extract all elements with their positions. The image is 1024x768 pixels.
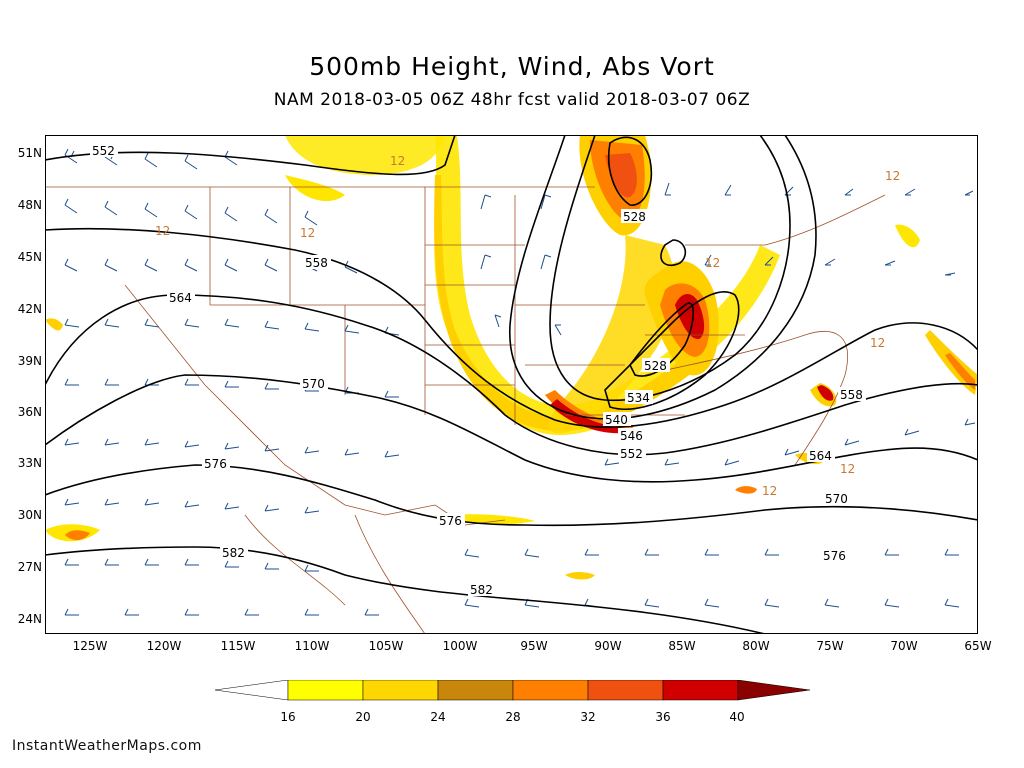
contour-label: 582 (222, 546, 245, 560)
contour-label: 576 (439, 514, 462, 528)
contour-labels: 552 558 564 570 576 576 582 528 528 534 … (90, 143, 866, 597)
colorbar-label: 32 (580, 710, 596, 724)
lat-label: 48N (17, 198, 42, 212)
lon-label: 85W (668, 639, 696, 653)
lat-label: 39N (17, 354, 42, 368)
colorbar-bin (512, 680, 589, 701)
lat-label: 36N (17, 405, 42, 419)
vort-label: 12 (300, 226, 315, 240)
contour-label: 552 (92, 144, 115, 158)
lon-label: 105W (368, 639, 404, 653)
colorbar-upper-arrow (737, 680, 810, 701)
contour-label: 552 (620, 447, 643, 461)
vorticity-colorbar (214, 680, 810, 701)
contour-label: 528 (623, 210, 646, 224)
colorbar-bin (587, 680, 664, 701)
contour-label: 564 (169, 291, 192, 305)
lon-label: 80W (742, 639, 770, 653)
colorbar-lower-arrow (214, 680, 289, 701)
contour-label: 534 (627, 391, 650, 405)
contour-label: 540 (605, 413, 628, 427)
lon-label: 120W (146, 639, 182, 653)
lat-label: 30N (17, 508, 42, 522)
contour-label: 528 (644, 359, 667, 373)
map-subtitle: NAM 2018-03-05 06Z 48hr fcst valid 2018-… (273, 90, 751, 110)
vort-label: 12 (870, 336, 885, 350)
colorbar-label: 24 (430, 710, 446, 724)
vorticity-labels: 12 12 12 12 12 12 12 12 (155, 154, 900, 498)
colorbar-label: 16 (280, 710, 296, 724)
contour-label: 582 (470, 583, 493, 597)
lon-label: 110W (294, 639, 330, 653)
lon-label: 75W (816, 639, 844, 653)
weather-map: 552 558 564 570 576 576 582 528 528 534 … (45, 135, 978, 634)
lat-label: 51N (17, 146, 42, 160)
lat-label: 27N (17, 560, 42, 574)
map-title: 500mb Height, Wind, Abs Vort (309, 52, 715, 81)
contour-label: 558 (305, 256, 328, 270)
vort-label: 12 (840, 462, 855, 476)
credit-text: InstantWeatherMaps.com (12, 738, 202, 754)
contour-label: 576 (823, 549, 846, 563)
contour-label: 576 (204, 457, 227, 471)
colorbar-bin (437, 680, 514, 701)
lat-label: 42N (17, 302, 42, 316)
colorbar-label: 20 (355, 710, 371, 724)
lon-label: 100W (442, 639, 478, 653)
vort-label: 12 (155, 224, 170, 238)
vort-label: 12 (885, 169, 900, 183)
vort-label: 12 (705, 256, 720, 270)
lon-label: 95W (520, 639, 548, 653)
lon-label: 125W (72, 639, 108, 653)
colorbar-label: 40 (729, 710, 745, 724)
lon-label: 70W (890, 639, 918, 653)
colorbar-label: 36 (655, 710, 671, 724)
contour-label: 564 (809, 449, 832, 463)
lon-label: 90W (594, 639, 622, 653)
contour-label: 570 (302, 377, 325, 391)
vort-label: 12 (762, 484, 777, 498)
contour-label: 546 (620, 429, 643, 443)
lon-label: 115W (220, 639, 256, 653)
lat-label: 33N (17, 456, 42, 470)
vort-label: 12 (390, 154, 405, 168)
wind-barbs (64, 148, 976, 616)
contour-label: 558 (840, 388, 863, 402)
contour-label: 570 (825, 492, 848, 506)
lat-label: 24N (17, 612, 42, 626)
colorbar-bin (662, 680, 739, 701)
lon-label: 65W (964, 639, 992, 653)
colorbar-bin (287, 680, 364, 701)
colorbar-bin (362, 680, 439, 701)
colorbar-label: 28 (505, 710, 521, 724)
lat-label: 45N (17, 250, 42, 264)
